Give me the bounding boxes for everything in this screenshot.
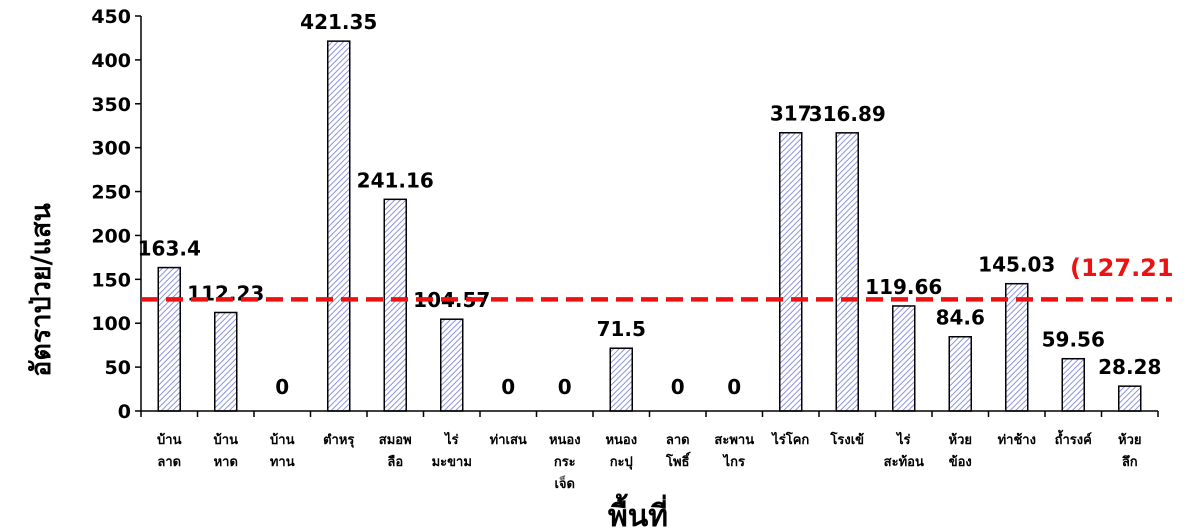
data-label: 0 [558, 375, 572, 399]
y-axis-ticks: 0 50 100 150 200 250 300 350 400 450 [91, 6, 141, 423]
bar [948, 335, 972, 412]
bar [609, 347, 633, 412]
data-label: 0 [275, 375, 289, 399]
x-category-label: ถ้ำรงค์ [1055, 429, 1092, 448]
x-category-label: หนอง [549, 433, 581, 448]
data-label: 112.23 [187, 281, 264, 305]
reference-line-group: (127.21 [141, 254, 1174, 302]
y-axis-title: อัตราป่วย/แสน [26, 203, 57, 377]
reference-line-label: (127.21 [1070, 254, 1174, 282]
data-label: 0 [727, 375, 741, 399]
x-category-label: ไร่ [895, 431, 911, 448]
data-label: 421.35 [300, 10, 377, 34]
data-label: 28.28 [1098, 355, 1161, 379]
x-category-label: โพธิ์ [665, 451, 691, 470]
x-category-label: ห้วย [949, 432, 973, 448]
bar [1005, 282, 1029, 412]
x-category-label: ท่าเสน [490, 433, 527, 448]
x-category-label: ไร่ [443, 431, 459, 448]
y-tick-label: 250 [91, 182, 131, 204]
x-category-label: ตำหรุ [323, 432, 354, 448]
y-tick-label: 50 [105, 357, 131, 379]
x-category-label: ลาด [666, 433, 690, 448]
data-label: 145.03 [978, 253, 1055, 277]
data-label: 0 [501, 375, 515, 399]
axes [140, 16, 1159, 417]
x-category-label: เจ็ด [554, 474, 575, 492]
x-category-label: ลึก [1122, 454, 1138, 470]
x-category-label: สะท้อน [884, 454, 924, 470]
y-tick-label: 350 [91, 94, 131, 116]
x-category-label: บ้าน [270, 432, 295, 448]
y-axis-title-text: อัตราป่วย/แสน [26, 203, 57, 377]
x-category-label: ข้อง [949, 454, 972, 470]
bar [440, 318, 464, 412]
y-tick-label: 300 [91, 138, 131, 160]
x-category-label: บ้าน [214, 432, 239, 448]
x-category-label: สมอพ [379, 433, 412, 448]
bar [157, 266, 181, 412]
x-category-label: กะปุ [610, 455, 633, 470]
x-category-label: มะขาม [432, 455, 472, 470]
bar [383, 198, 407, 412]
bar [779, 131, 803, 412]
bar [892, 305, 916, 412]
bar [1118, 385, 1142, 412]
bars [157, 40, 1142, 412]
x-category-label: กระ [554, 455, 576, 470]
data-label: 316.89 [809, 102, 886, 126]
data-label: 84.6 [936, 306, 985, 330]
x-category-label: หนอง [605, 433, 637, 448]
x-category-label: บ้าน [157, 432, 182, 448]
data-label: 0 [671, 375, 685, 399]
y-tick-label: 450 [91, 6, 131, 28]
bar [214, 311, 238, 412]
data-label: 59.56 [1042, 328, 1105, 352]
x-category-label: ท่าช้าง [998, 432, 1036, 448]
x-category-label: ไกร [722, 453, 745, 470]
y-tick-label: 100 [91, 313, 131, 335]
data-label: 241.16 [357, 168, 434, 192]
data-label: 119.66 [865, 275, 942, 299]
x-category-label: ห้วย [1118, 432, 1142, 448]
bar [1061, 357, 1085, 412]
y-tick-label: 200 [91, 225, 131, 247]
y-tick-label: 150 [91, 269, 131, 291]
y-tick-label: 0 [118, 401, 131, 423]
data-label: 71.5 [597, 317, 646, 341]
bar [835, 132, 859, 412]
y-tick-label: 400 [91, 50, 131, 72]
x-category-label: หาด [214, 455, 238, 470]
x-category-label: สะพาน [714, 433, 754, 448]
x-category-label: ลาด [157, 455, 181, 470]
x-category-label: ไร่โคก [770, 431, 809, 448]
data-label: 317 [770, 102, 812, 126]
data-label: 163.4 [138, 237, 201, 261]
bar [327, 40, 351, 412]
x-category-label: โรงเข้ [829, 431, 864, 448]
x-category-label: ทาน [270, 455, 295, 470]
x-category-label: ลือ [387, 454, 403, 470]
x-axis-title: พื้นที่ [608, 493, 668, 532]
